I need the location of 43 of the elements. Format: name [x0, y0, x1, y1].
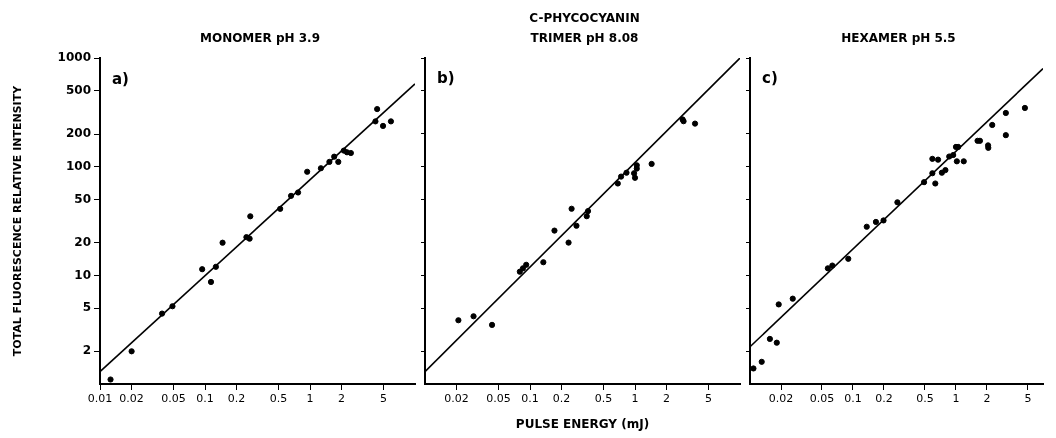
annotation: b) — [437, 69, 455, 88]
x-tick-label: 0.2 — [552, 392, 571, 406]
x-tick-label: 2 — [983, 392, 991, 406]
y-tick-label: 10 — [74, 267, 91, 282]
x-tick-label: 0.02 — [768, 392, 794, 406]
y-tick-label: 500 — [65, 83, 91, 98]
x-tick-label: 1 — [952, 392, 960, 406]
x-tick-label: 0.01 — [87, 392, 113, 406]
x-tick-label: 0.05 — [486, 392, 511, 406]
x-tick-label: 0.1 — [521, 392, 539, 406]
x-tick-label: 2 — [338, 392, 346, 406]
x-tick-label: 5 — [379, 392, 387, 406]
x-tick-label: 0.5 — [269, 392, 288, 406]
x-tick-label: 0.1 — [196, 392, 214, 406]
x-tick-label: 5 — [704, 392, 712, 406]
x-tick-label: 0.02 — [119, 392, 144, 406]
chart-subtitle: MONOMER pH 3.9 — [199, 31, 320, 45]
x-tick-label: 1 — [631, 392, 639, 406]
annotation: c) — [762, 69, 778, 88]
chart-subtitle: TRIMER pH 8.08 — [530, 31, 639, 45]
chart-title: C-PHYCOCYANIN — [529, 11, 640, 25]
x-axis-title: PULSE ENERGY (mJ) — [515, 416, 650, 431]
x-tick-label: 0.2 — [227, 392, 246, 406]
x-tick-label: 0.1 — [844, 392, 862, 406]
x-tick-label: 5 — [1024, 392, 1032, 406]
y-tick-label: 1000 — [57, 50, 91, 65]
x-tick-label: 0.2 — [875, 392, 893, 406]
x-tick-label: 0.5 — [916, 392, 934, 406]
chart-subtitle: HEXAMER pH 5.5 — [841, 31, 956, 45]
x-tick-label: 1 — [306, 392, 314, 406]
x-tick-label: 0.5 — [594, 392, 613, 406]
y-axis-title: TOTAL FLUORESCENCE RELATIVE INTENSITY — [11, 84, 25, 357]
x-tick-label: 0.05 — [161, 392, 186, 406]
x-tick-label: 0.02 — [444, 392, 469, 406]
x-tick-label: 2 — [663, 392, 671, 406]
y-tick-label: 100 — [65, 158, 91, 173]
y-tick-label: 20 — [74, 234, 91, 249]
annotation: a) — [112, 69, 129, 88]
y-tick-label: 5 — [82, 300, 91, 315]
y-tick-label: 200 — [65, 126, 91, 141]
y-tick-label: 2 — [82, 343, 91, 358]
x-tick-label: 0.05 — [809, 392, 835, 406]
y-tick-label: 50 — [74, 191, 91, 206]
